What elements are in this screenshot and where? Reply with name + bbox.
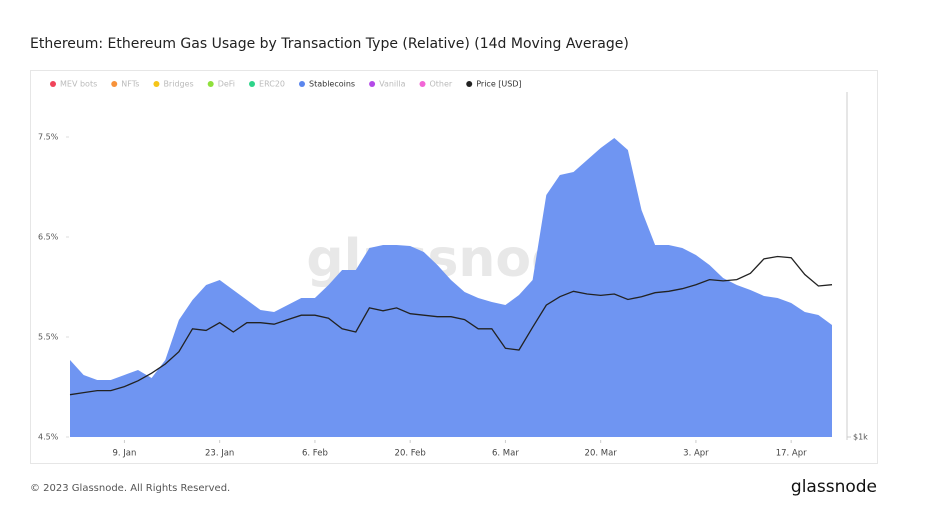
logo: glassnode [791,477,877,497]
y2-tick-label: $1k [853,433,868,442]
y-tick-label: 5.5% [38,333,59,342]
x-tick-label: 20. Feb [395,449,426,459]
legend-marker [419,81,426,87]
x-tick-label: 3. Apr [683,449,709,459]
legend-marker [466,81,473,87]
legend-marker [369,81,376,87]
legend-label: ERC20 [259,80,285,89]
legend-label: Vanilla [379,80,405,89]
legend-marker [249,81,256,87]
y-tick-label: 6.5% [38,233,59,242]
area [70,138,832,437]
legend-label: Other [430,80,453,89]
y-tick-label: 7.5% [38,133,59,142]
x-tick-label: 6. Mar [492,449,519,459]
x-tick-label: 6. Feb [302,449,328,459]
legend-label: Bridges [163,80,193,89]
x-tick-label: 17. Apr [776,449,807,459]
price-line [69,255,833,396]
legend-label: DeFi [218,80,235,89]
x-tick-label: 9. Jan [112,449,136,459]
footer: © 2023 Glassnode. All Rights Reserved. [30,483,230,494]
legend-marker [50,81,56,87]
legend-marker [299,81,305,87]
chart-frame [30,70,878,464]
legend-label: NFTs [121,80,139,89]
legend-marker [153,81,160,87]
y-tick-label: 4.5% [38,433,59,442]
legend-label: Stablecoins [309,80,355,89]
legend-label: MEV bots [60,80,97,89]
chart-title: Ethereum: Ethereum Gas Usage by Transact… [30,36,629,52]
legend-marker [207,81,214,87]
x-tick-label: 20. Mar [585,449,618,459]
x-tick-label: 23. Jan [205,449,234,459]
legend-marker [111,81,118,87]
legend-label: Price [USD] [476,80,521,89]
